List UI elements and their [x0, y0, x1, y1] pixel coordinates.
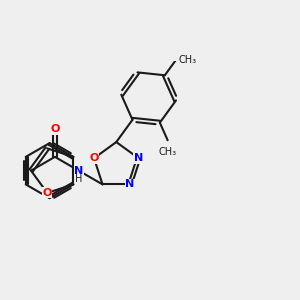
Text: N: N	[74, 166, 83, 176]
Text: O: O	[89, 153, 99, 163]
Text: CH₃: CH₃	[179, 55, 197, 65]
Text: O: O	[43, 188, 52, 198]
Text: CH₃: CH₃	[159, 147, 177, 157]
Text: N: N	[134, 153, 143, 163]
Text: H: H	[75, 174, 82, 184]
Text: O: O	[50, 124, 60, 134]
Text: N: N	[125, 179, 135, 189]
